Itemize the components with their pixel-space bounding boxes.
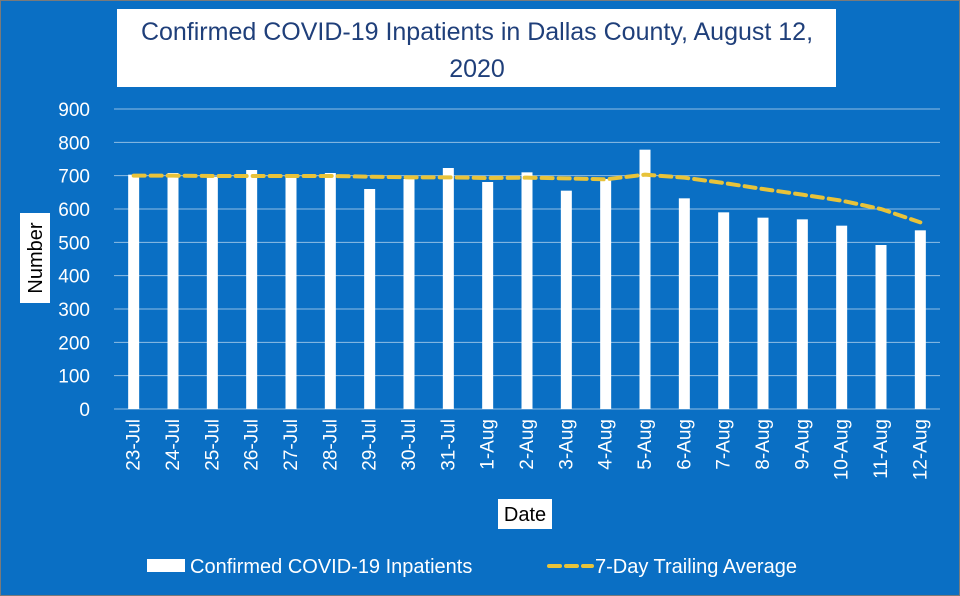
y-axis-label: Number <box>25 222 47 293</box>
x-tick-label: 1-Aug <box>478 419 499 470</box>
x-tick-label: 31-Jul <box>438 419 459 471</box>
bar <box>521 172 533 409</box>
bar <box>757 217 769 409</box>
x-tick-label: 24-Jul <box>163 419 184 471</box>
y-tick-label: 800 <box>58 133 90 154</box>
bar <box>128 174 140 409</box>
x-axis-label: Date <box>504 504 546 526</box>
y-tick-label: 700 <box>58 167 90 188</box>
x-tick-label: 9-Aug <box>792 419 813 470</box>
legend-label-average: 7-Day Trailing Average <box>595 556 797 578</box>
x-tick-label: 30-Jul <box>399 419 420 471</box>
y-tick-label: 300 <box>58 300 90 321</box>
y-axis-label-box <box>20 213 50 303</box>
y-tick-label: 600 <box>58 200 90 221</box>
y-tick-label: 0 <box>79 400 90 421</box>
bar <box>167 173 179 409</box>
x-tick-label: 8-Aug <box>753 419 774 470</box>
legend-label-bars: Confirmed COVID-19 Inpatients <box>190 556 472 578</box>
bar <box>875 245 887 409</box>
bars <box>128 149 926 409</box>
x-tick-label: 23-Jul <box>124 419 145 471</box>
chart-title-line-1: Confirmed COVID-19 Inpatients in Dallas … <box>141 18 813 46</box>
bar <box>403 179 415 409</box>
x-tick-label: 25-Jul <box>202 419 223 471</box>
legend-swatch-bars <box>147 559 185 572</box>
x-axis-ticks: 23-Jul 24-Jul 25-Jul 26-Jul 27-Jul 28-Jul 29-J… <box>124 419 932 480</box>
legend: Confirmed COVID-19 Inpatients 7-Day Trai… <box>147 556 797 578</box>
x-tick-label: 10-Aug <box>832 419 853 480</box>
x-tick-label: 3-Aug <box>556 419 577 470</box>
bar <box>836 225 848 409</box>
bar <box>482 182 494 409</box>
x-axis-label-box <box>498 499 552 529</box>
x-tick-label: 29-Jul <box>360 419 381 471</box>
x-tick-label: 27-Jul <box>281 419 302 471</box>
x-tick-label: 26-Jul <box>242 419 263 471</box>
bar <box>678 198 690 409</box>
bar <box>718 212 730 409</box>
y-tick-label: 900 <box>58 100 90 121</box>
x-tick-label: 12-Aug <box>910 419 931 480</box>
bar <box>639 149 651 409</box>
chart-title-line-2: 2020 <box>449 55 505 83</box>
y-tick-label: 100 <box>58 367 90 388</box>
x-tick-label: 7-Aug <box>714 419 735 470</box>
y-tick-label: 400 <box>58 267 90 288</box>
x-tick-label: 4-Aug <box>596 419 617 470</box>
bar <box>206 176 218 409</box>
x-tick-label: 11-Aug <box>871 419 892 479</box>
bar <box>364 189 376 409</box>
bar <box>285 175 297 409</box>
x-tick-label: 28-Jul <box>320 419 341 471</box>
y-axis-ticks: 0 100 200 300 400 500 600 700 800 900 <box>58 100 90 421</box>
y-tick-label: 200 <box>58 333 90 354</box>
y-tick-label: 500 <box>58 233 90 254</box>
bar <box>324 173 336 409</box>
x-tick-label: 5-Aug <box>635 419 656 470</box>
chart-title-box <box>117 9 836 87</box>
x-tick-label: 2-Aug <box>517 419 538 470</box>
x-tick-label: 6-Aug <box>674 419 695 470</box>
bar <box>600 179 612 409</box>
trailing-average-line <box>131 172 923 225</box>
bar <box>796 219 808 409</box>
bar <box>560 190 572 409</box>
bar <box>914 230 926 409</box>
bar <box>442 168 454 409</box>
bar <box>246 170 258 409</box>
